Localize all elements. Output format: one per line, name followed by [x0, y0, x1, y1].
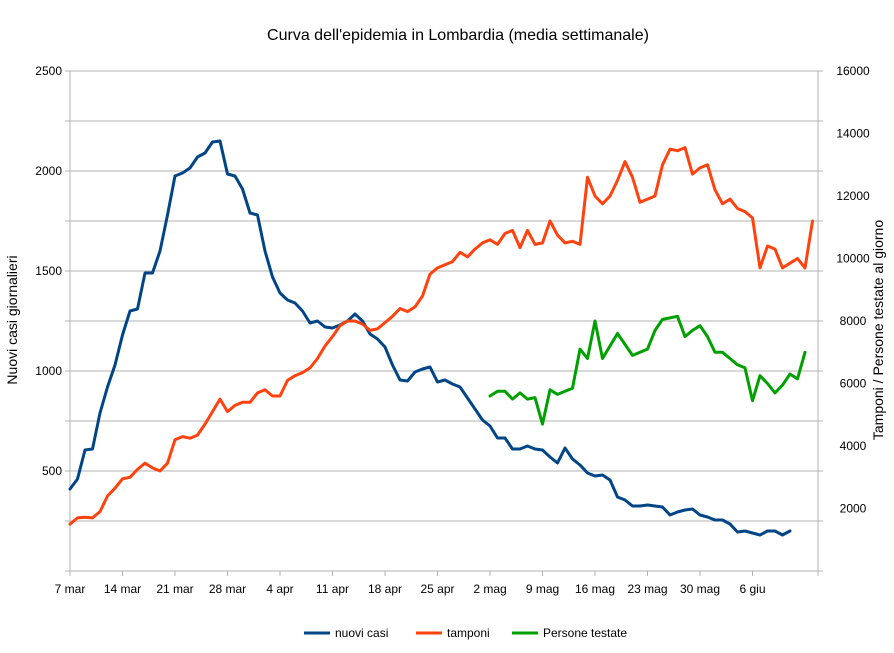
- x-tick-label: 4 apr: [266, 582, 293, 596]
- series-line-tamponi: [68, 146, 814, 526]
- legend-label: Persone testate: [543, 626, 627, 640]
- y-right-tick-label: 10000: [836, 252, 870, 266]
- y-left-tick-label: 1500: [35, 264, 62, 278]
- axes: [65, 70, 823, 576]
- legend: nuovi casi tamponi Persone testate: [304, 626, 627, 640]
- y-left-tick-label: 2000: [35, 164, 62, 178]
- y-left-tick-label: 1000: [35, 364, 62, 378]
- x-tick-label: 16 mag: [575, 582, 615, 596]
- x-tick-label: 28 mar: [209, 582, 246, 596]
- x-tick-label: 2 mag: [473, 582, 506, 596]
- y-right-tick-label: 16000: [836, 64, 870, 78]
- x-tick-label: 21 mar: [156, 582, 193, 596]
- tick-labels: 500 1000 1500 2000 2500 2000 4000 6000 8000 10000…: [35, 64, 870, 596]
- series-line-nuovi-casi: [68, 139, 792, 537]
- legend-label: tamponi: [447, 626, 490, 640]
- grid-lines: [70, 70, 818, 522]
- y-right-tick-label: 2000: [840, 502, 867, 516]
- x-tick-label: 11 apr: [316, 582, 349, 596]
- x-tick-label: 30 mag: [680, 582, 720, 596]
- x-tick-label: 14 mar: [104, 582, 141, 596]
- x-tick-label: 6 giu: [739, 582, 765, 596]
- x-tick-label: 9 mag: [526, 582, 559, 596]
- y-left-tick-label: 500: [42, 464, 62, 478]
- y-left-tick-label: 2500: [35, 64, 62, 78]
- series-line-persone-testate: [488, 314, 807, 426]
- chart-title: Curva dell'epidemia in Lombardia (media …: [267, 27, 649, 44]
- legend-label: nuovi casi: [335, 626, 388, 640]
- x-tick-label: 7 mar: [55, 582, 86, 596]
- x-tick-label: 18 apr: [368, 582, 402, 596]
- y-right-tick-label: 12000: [836, 189, 870, 203]
- series-lines: [68, 139, 814, 537]
- y-right-tick-label: 8000: [840, 314, 867, 328]
- y-right-tick-label: 14000: [836, 127, 870, 141]
- x-tick-label: 23 mag: [627, 582, 667, 596]
- y-right-tick-label: 6000: [840, 377, 867, 391]
- x-tick-label: 25 apr: [420, 582, 454, 596]
- y-right-tick-label: 4000: [840, 439, 867, 453]
- y-axis-right-title: Tamponi / Persone testate al giorno: [870, 220, 886, 440]
- y-axis-left-title: Nuovi casi giornalieri: [4, 255, 20, 384]
